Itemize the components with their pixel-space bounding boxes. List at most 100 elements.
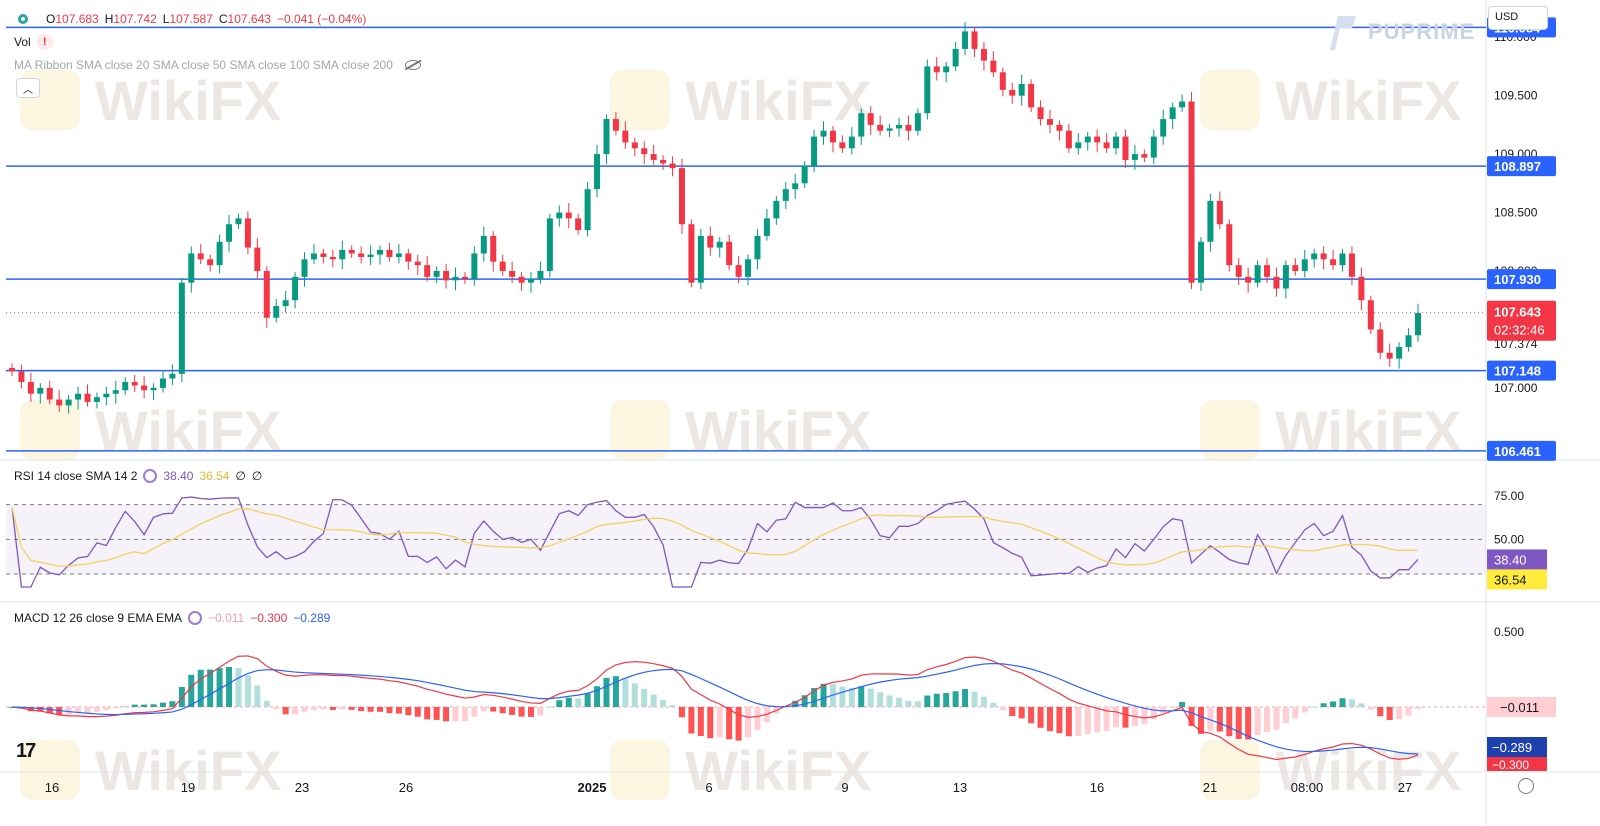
brand-logo: PUPRIME: [1322, 12, 1475, 52]
macd-histogram-bar: [1330, 701, 1337, 707]
candle: [301, 252, 308, 287]
candle: [782, 182, 789, 210]
candle: [414, 254, 421, 276]
candle: [1415, 303, 1421, 342]
macd-histogram-bar: [93, 707, 100, 712]
macd-histogram-bar: [433, 707, 440, 720]
level-price-tag[interactable]: 107.930: [1487, 269, 1556, 290]
macd-histogram-bar: [1207, 707, 1214, 732]
rsi-legend[interactable]: RSI 14 close SMA 14 2 38.40 36.54 ∅ ∅: [14, 469, 262, 483]
macd-histogram-bar: [471, 707, 478, 717]
candle: [999, 67, 1006, 97]
candle: [169, 364, 176, 385]
tradingview-logo[interactable]: 17: [16, 740, 36, 762]
macd-histogram-bar: [75, 707, 82, 714]
candle: [1028, 79, 1035, 113]
price-axis[interactable]: 110.000109.500109.000108.500108.000107.3…: [1487, 17, 1556, 772]
candle: [282, 290, 289, 313]
macd-histogram-bar: [1320, 703, 1327, 707]
candle: [216, 234, 223, 274]
macd-histogram-bar: [603, 677, 610, 707]
vol-legend[interactable]: Vol !: [14, 34, 53, 50]
macd-signal-tag[interactable]: −0.289: [1487, 737, 1547, 757]
watermark-text: WikiFX: [95, 399, 281, 462]
level-price-tag[interactable]: 108.897: [1487, 156, 1556, 177]
macd-histogram-bar: [999, 707, 1006, 711]
macd-legend[interactable]: MACD 12 26 close 9 EMA EMA −0.011 −0.300…: [14, 611, 330, 625]
settings-icon[interactable]: [1518, 778, 1534, 794]
rsi-tick-label: 75.00: [1494, 489, 1524, 503]
close-value: 107.643: [227, 12, 271, 26]
macd-label: MACD 12 26 close 9 EMA EMA: [14, 611, 183, 625]
collapse-legend-button[interactable]: ︿: [16, 78, 40, 98]
candle: [112, 380, 119, 404]
macd-histogram-bar: [216, 668, 223, 707]
time-axis[interactable]: 16 19 23 26 2025 6 9 13 16 21 08:00 27: [45, 780, 1412, 795]
candle: [56, 390, 63, 412]
macd-histogram-bar: [1018, 707, 1025, 719]
countdown-label: 02:32:46: [1494, 323, 1545, 338]
candle: [801, 161, 808, 188]
candle: [1056, 120, 1063, 141]
candle: [1075, 133, 1082, 155]
macd-histogram-bar: [1311, 706, 1318, 708]
macd-hist-tag[interactable]: −0.011: [1487, 697, 1556, 717]
candle: [509, 261, 516, 284]
macd-histogram-bar: [131, 704, 138, 707]
macd-histogram-bar: [914, 701, 921, 707]
macd-histogram-bar: [310, 707, 317, 710]
watermark: WikiFX: [1200, 739, 1461, 802]
macd-histogram-bar: [678, 707, 685, 718]
close-label: C: [218, 12, 228, 26]
level-price-tag[interactable]: 107.148: [1487, 360, 1556, 381]
refresh-icon[interactable]: [143, 469, 158, 483]
rsi-value-tag[interactable]: 38.40: [1487, 549, 1547, 570]
horizontal-levels[interactable]: [6, 26, 1486, 452]
candle: [962, 22, 969, 56]
warning-icon[interactable]: !: [36, 34, 53, 50]
macd-histogram-bar: [933, 693, 940, 707]
candle: [320, 248, 327, 264]
watermark-text: WikiFX: [95, 69, 281, 132]
candle: [1301, 249, 1308, 278]
time-tick-label: 16: [45, 780, 59, 795]
macd-histogram-bar: [490, 707, 497, 712]
rsi-line: [11, 496, 1419, 588]
refresh-icon[interactable]: [188, 611, 203, 625]
watermark-text: WikiFX: [685, 739, 871, 802]
candle: [405, 248, 412, 270]
candle: [367, 245, 374, 266]
macd-histogram-bar: [207, 669, 214, 707]
candle: [433, 266, 440, 284]
candle: [631, 137, 638, 157]
macd-histogram-bar: [1094, 707, 1101, 733]
candle: [886, 123, 893, 138]
macd-histogram-bar: [1339, 698, 1346, 707]
candle: [773, 196, 780, 225]
macd-hist-label: −0.011: [1500, 700, 1539, 715]
macd-value-tag[interactable]: −0.300: [1487, 757, 1547, 772]
hidden-eye-icon[interactable]: [404, 60, 421, 70]
macd-histogram-bar: [386, 707, 393, 714]
candle: [1103, 133, 1110, 153]
ma-ribbon-legend[interactable]: MA Ribbon SMA close 20 SMA close 50 SMA …: [14, 58, 421, 72]
rsi-sma-tag[interactable]: 36.54: [1487, 569, 1547, 590]
last-price-tag[interactable]: 107.643 02:32:46: [1487, 300, 1556, 341]
macd-histogram-bar: [962, 689, 969, 707]
macd-histogram-bar: [414, 707, 421, 717]
macd-histogram-bar: [1037, 707, 1044, 728]
rsi-sma-value: 36.54: [199, 469, 230, 483]
candle: [754, 228, 761, 270]
candle: [1311, 248, 1318, 268]
currency-selector[interactable]: USD: [1488, 6, 1548, 30]
high-value: 107.742: [113, 12, 157, 26]
low-label: L: [162, 12, 170, 26]
low-value: 107.587: [169, 12, 213, 26]
symbol-legend[interactable]: O 107.683 H 107.742 L 107.587 C 107.643 …: [18, 12, 366, 26]
level-price-tag[interactable]: 106.461: [1487, 440, 1556, 461]
watermark: WikiFX: [610, 399, 871, 462]
candle: [1405, 328, 1412, 352]
candle: [490, 231, 497, 272]
macd-histogram-bar: [612, 676, 619, 707]
